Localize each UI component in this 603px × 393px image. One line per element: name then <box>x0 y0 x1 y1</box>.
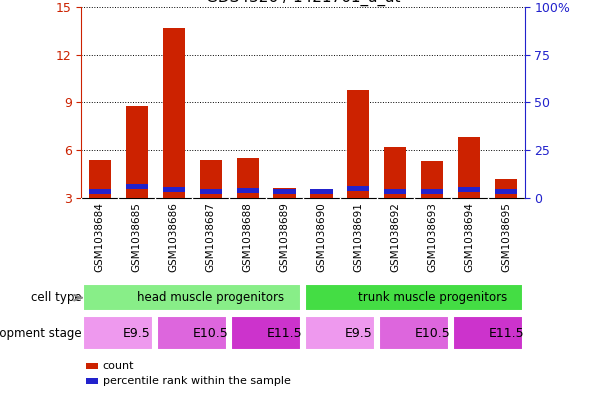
Bar <box>163 187 185 192</box>
Text: GSM1038692: GSM1038692 <box>390 202 400 272</box>
Text: head muscle progenitors: head muscle progenitors <box>137 291 284 304</box>
Bar <box>458 187 480 192</box>
Bar <box>311 189 333 194</box>
Text: cell type: cell type <box>31 291 81 304</box>
Bar <box>453 316 523 350</box>
Text: E9.5: E9.5 <box>123 327 151 340</box>
Bar <box>83 316 153 350</box>
Bar <box>347 90 370 198</box>
Bar <box>379 316 449 350</box>
Bar <box>231 316 301 350</box>
Bar <box>126 184 148 189</box>
Text: GSM1038695: GSM1038695 <box>501 202 511 272</box>
Bar <box>421 189 443 194</box>
Bar <box>347 186 370 191</box>
Bar <box>305 316 375 350</box>
Text: GSM1038690: GSM1038690 <box>317 202 326 272</box>
Title: GDS4326 / 1421761_a_at: GDS4326 / 1421761_a_at <box>206 0 400 6</box>
Text: E9.5: E9.5 <box>344 327 372 340</box>
Bar <box>86 363 98 369</box>
Bar <box>495 178 517 198</box>
Bar <box>384 189 406 194</box>
Bar <box>274 189 295 194</box>
Bar <box>89 189 111 194</box>
Text: GSM1038686: GSM1038686 <box>169 202 178 272</box>
Text: GSM1038694: GSM1038694 <box>464 202 474 272</box>
Bar <box>157 316 227 350</box>
Text: E10.5: E10.5 <box>414 327 450 340</box>
Bar <box>421 161 443 198</box>
Bar <box>83 284 301 311</box>
Text: GSM1038691: GSM1038691 <box>353 202 364 272</box>
Bar <box>274 188 295 198</box>
Text: E11.5: E11.5 <box>488 327 524 340</box>
Bar <box>126 106 148 198</box>
Bar <box>200 160 222 198</box>
Text: GSM1038685: GSM1038685 <box>132 202 142 272</box>
Bar <box>311 190 333 198</box>
Text: development stage: development stage <box>0 327 81 340</box>
Text: E10.5: E10.5 <box>193 327 229 340</box>
Text: E11.5: E11.5 <box>267 327 302 340</box>
Text: GSM1038684: GSM1038684 <box>95 202 105 272</box>
Bar <box>305 284 523 311</box>
Text: trunk muscle progenitors: trunk muscle progenitors <box>358 291 507 304</box>
Text: count: count <box>103 361 134 371</box>
Bar <box>86 378 98 384</box>
Text: GSM1038688: GSM1038688 <box>242 202 253 272</box>
Bar <box>163 28 185 198</box>
Bar <box>458 137 480 198</box>
Bar <box>200 189 222 194</box>
Text: GSM1038687: GSM1038687 <box>206 202 216 272</box>
Bar <box>384 147 406 198</box>
Text: GSM1038689: GSM1038689 <box>280 202 289 272</box>
Text: percentile rank within the sample: percentile rank within the sample <box>103 376 291 386</box>
Bar <box>495 189 517 194</box>
Text: GSM1038693: GSM1038693 <box>428 202 437 272</box>
Bar <box>236 158 259 198</box>
Bar <box>89 160 111 198</box>
Bar <box>236 188 259 193</box>
